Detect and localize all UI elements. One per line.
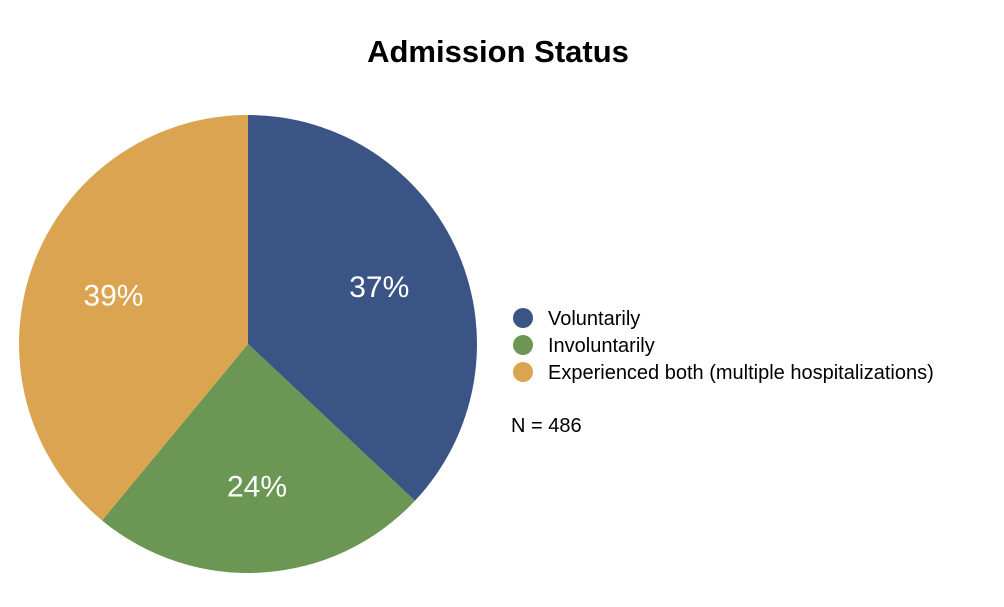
legend-label: Experienced both (multiple hospitalizati… bbox=[548, 362, 934, 384]
legend-swatch bbox=[513, 308, 533, 328]
slice-percent-label: 37% bbox=[349, 271, 409, 304]
pie-slice-voluntarily bbox=[248, 115, 477, 501]
legend-label: Involuntarily bbox=[548, 335, 655, 357]
legend: Voluntarily Involuntarily Experienced both… bbox=[513, 308, 934, 384]
slice-percent-label: 39% bbox=[83, 280, 143, 313]
pie-slice-labels: 37% 24% 39% bbox=[83, 271, 409, 504]
pie-slice-involuntarily bbox=[102, 344, 415, 573]
pie-slice-experienced bbox=[19, 115, 248, 521]
sample-size-note: N = 486 bbox=[511, 415, 582, 437]
legend-label: Voluntarily bbox=[548, 308, 640, 330]
slice-percent-label: 24% bbox=[227, 471, 287, 504]
legend-swatch bbox=[513, 335, 533, 355]
pie-slices bbox=[19, 115, 477, 573]
legend-swatch bbox=[513, 362, 533, 382]
chart-title: Admission Status bbox=[367, 34, 629, 69]
